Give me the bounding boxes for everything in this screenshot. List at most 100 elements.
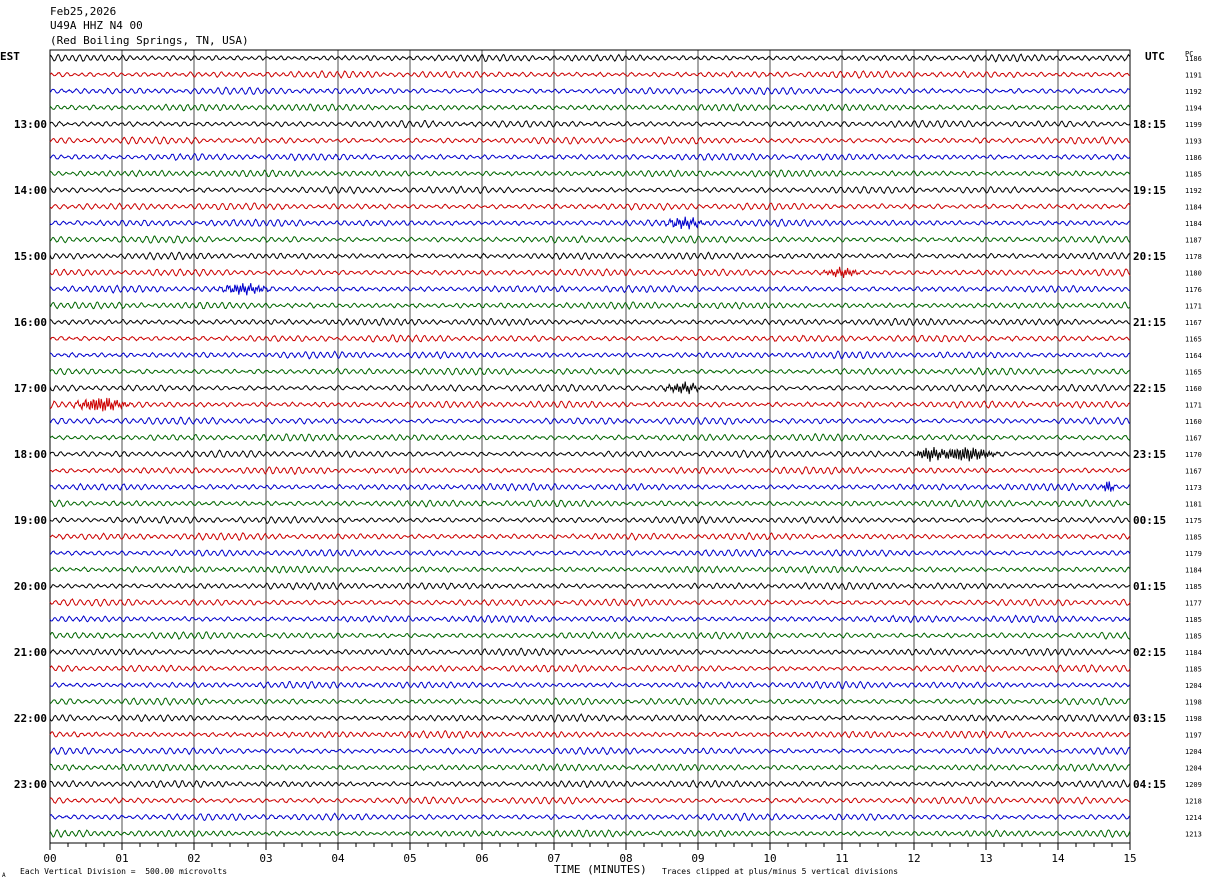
- left-hour-label: 18:00: [14, 448, 47, 461]
- row-count-label: 1185: [1185, 633, 1202, 641]
- trace-line: [49, 216, 1131, 230]
- row-count-label: 1180: [1185, 270, 1202, 278]
- row-count-label: 1160: [1185, 385, 1202, 393]
- trace-line: [49, 447, 1131, 462]
- right-hour-label: 02:15: [1133, 646, 1166, 659]
- row-count-label: 1177: [1185, 600, 1202, 608]
- x-tick-label: 13: [979, 852, 992, 865]
- row-count-label: 1171: [1185, 402, 1202, 410]
- row-count-label: 1194: [1185, 105, 1202, 113]
- trace-line: [49, 829, 1131, 838]
- x-tick-label: 15: [1123, 852, 1136, 865]
- right-hour-label: 20:15: [1133, 250, 1166, 263]
- left-hour-label: 13:00: [14, 118, 47, 131]
- row-count-label: 1204: [1185, 748, 1202, 756]
- left-hour-label: 23:00: [14, 778, 47, 791]
- trace-line: [49, 136, 1131, 146]
- row-count-label: 1199: [1185, 121, 1202, 129]
- trace-line: [49, 119, 1131, 129]
- row-count-label: 1187: [1185, 237, 1202, 245]
- row-count-label: 1186: [1185, 55, 1202, 63]
- row-count-label: 1193: [1185, 138, 1202, 146]
- right-hour-label: 19:15: [1133, 184, 1166, 197]
- trace-line: [49, 680, 1131, 690]
- trace-line: [49, 581, 1131, 591]
- row-count-label: 1197: [1185, 732, 1202, 740]
- x-tick-label: 07: [547, 852, 560, 865]
- trace-line: [49, 185, 1131, 195]
- left-hour-label: 15:00: [14, 250, 47, 263]
- clip-note: Traces clipped at plus/minus 5 vertical …: [662, 867, 899, 876]
- trace-line: [49, 598, 1131, 608]
- row-count-label: 1184: [1185, 567, 1202, 575]
- trace-line: [49, 251, 1131, 261]
- row-count-label: 1218: [1185, 798, 1202, 806]
- trace-line: [49, 350, 1131, 360]
- trace-line: [49, 86, 1131, 96]
- trace-line: [49, 317, 1131, 327]
- row-count-label: 1214: [1185, 814, 1202, 822]
- trace-line: [49, 796, 1131, 805]
- trace-line: [49, 397, 1131, 412]
- row-count-label: 1184: [1185, 649, 1202, 657]
- trace-line: [49, 515, 1131, 525]
- trace-line: [49, 531, 1131, 541]
- row-count-label: 1176: [1185, 286, 1202, 294]
- row-count-label: 1191: [1185, 72, 1202, 80]
- left-hour-label: 16:00: [14, 316, 47, 329]
- trace-line: [49, 103, 1131, 112]
- trace-line: [49, 697, 1131, 707]
- right-hour-label: 21:15: [1133, 316, 1166, 329]
- row-count-label: 1167: [1185, 319, 1202, 327]
- row-count-label: 1185: [1185, 616, 1202, 624]
- row-count-label: 1198: [1185, 715, 1202, 723]
- right-hour-label: 18:15: [1133, 118, 1166, 131]
- x-axis-label: TIME (MINUTES): [554, 863, 647, 876]
- trace-line: [49, 283, 1131, 296]
- right-hour-label: 00:15: [1133, 514, 1166, 527]
- x-tick-label: 03: [259, 852, 272, 865]
- right-hour-label: 04:15: [1133, 778, 1166, 791]
- row-count-label: 1184: [1185, 220, 1202, 228]
- row-count-label: 1213: [1185, 831, 1202, 839]
- row-count-label: 1185: [1185, 171, 1202, 179]
- row-count-label: 1173: [1185, 484, 1202, 492]
- header-station: U49A HHZ N4 00: [50, 19, 143, 32]
- x-tick-label: 02: [187, 852, 200, 865]
- trace-line: [49, 779, 1131, 789]
- row-count-label: 1167: [1185, 468, 1202, 476]
- row-count-label: 1185: [1185, 534, 1202, 542]
- row-count-label: 1171: [1185, 303, 1202, 311]
- trace-line: [49, 730, 1131, 739]
- trace-line: [49, 713, 1131, 723]
- x-tick-label: 00: [43, 852, 56, 865]
- pc-label: PC: [1185, 50, 1194, 58]
- trace-line: [49, 367, 1131, 376]
- row-count-label: 1165: [1185, 369, 1202, 377]
- x-tick-label: 01: [115, 852, 128, 865]
- corner-mark: A: [2, 872, 6, 879]
- x-tick-label: 11: [835, 852, 848, 865]
- trace-line: [49, 663, 1131, 673]
- x-tick-label: 14: [1051, 852, 1065, 865]
- trace-line: [49, 746, 1131, 756]
- trace-line: [49, 266, 1131, 278]
- trace-line: [49, 152, 1131, 162]
- trace-line: [49, 381, 1131, 395]
- x-tick-label: 09: [691, 852, 704, 865]
- row-count-label: 1170: [1185, 451, 1202, 459]
- trace-line: [49, 499, 1131, 508]
- trace-line: [49, 202, 1131, 212]
- left-hour-label: 17:00: [14, 382, 47, 395]
- trace-line: [49, 763, 1131, 772]
- row-count-label: 1192: [1185, 187, 1202, 195]
- trace-line: [49, 334, 1131, 343]
- x-tick-label: 06: [475, 852, 488, 865]
- x-tick-label: 04: [331, 852, 345, 865]
- row-count-label: 1204: [1185, 765, 1202, 773]
- plot-frame: [49, 49, 1131, 844]
- x-tick-label: 08: [619, 852, 632, 865]
- row-count-label: 1164: [1185, 352, 1202, 360]
- row-count-label: 1186: [1185, 154, 1202, 162]
- left-hour-label: 21:00: [14, 646, 47, 659]
